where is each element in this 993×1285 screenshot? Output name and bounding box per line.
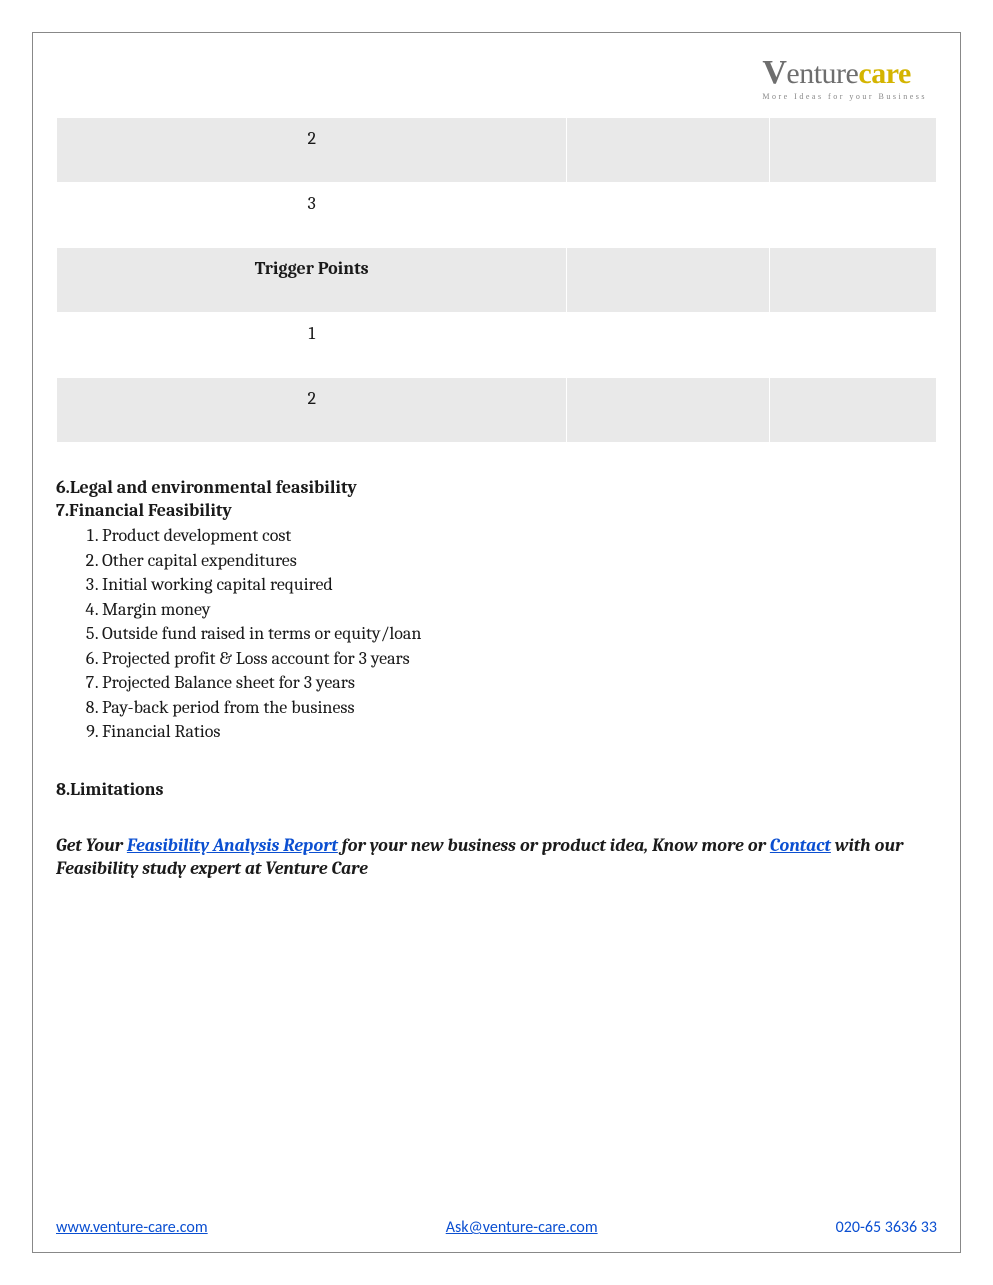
- table-cell-label: Trigger Points: [57, 248, 567, 313]
- brand-tagline: More Ideas for your Business: [762, 92, 927, 101]
- list-item: Margin money: [102, 598, 937, 623]
- brand-end: care: [858, 57, 910, 90]
- list-item: Outside fund raised in terms or equity/l…: [102, 622, 937, 647]
- list-item: Financial Ratios: [102, 720, 937, 745]
- financial-list: Product development costOther capital ex…: [56, 524, 937, 745]
- page-content: Venturecare More Ideas for your Business…: [32, 32, 961, 1253]
- brand-letter-v: V: [762, 54, 786, 91]
- list-item: Other capital expenditures: [102, 549, 937, 574]
- table-row: 2: [57, 118, 937, 183]
- table-cell: [567, 248, 769, 313]
- list-item: Pay-back period from the business: [102, 696, 937, 721]
- table-row: Trigger Points: [57, 248, 937, 313]
- section-6-heading: 6.Legal and environmental feasibility: [56, 477, 937, 500]
- section-7-heading: 7.Financial Feasibility: [56, 500, 937, 523]
- sections-block: 6.Legal and environmental feasibility 7.…: [56, 477, 937, 880]
- list-item: Initial working capital required: [102, 573, 937, 598]
- table-cell: [567, 183, 769, 248]
- table-cell: [769, 248, 936, 313]
- footer-phone: 020-65 3636 33: [836, 1218, 937, 1237]
- table-body: 23Trigger Points12: [57, 118, 937, 443]
- table-row: 2: [57, 378, 937, 443]
- table-cell-label: 2: [57, 118, 567, 183]
- brand-mid: enture: [786, 57, 858, 90]
- contact-link[interactable]: Contact: [770, 835, 831, 856]
- table-cell: [769, 313, 936, 378]
- table-cell: [567, 313, 769, 378]
- table-cell-label: 3: [57, 183, 567, 248]
- trigger-points-table: 23Trigger Points12: [56, 117, 937, 443]
- footer-email-link[interactable]: Ask@venture-care.com: [446, 1218, 598, 1237]
- table-cell: [769, 118, 936, 183]
- cta-mid: for your new business or product idea, K…: [338, 835, 770, 856]
- cta-pre: Get Your: [56, 835, 127, 856]
- logo-container: Venturecare More Ideas for your Business: [56, 56, 937, 103]
- brand-logo: Venturecare More Ideas for your Business: [762, 56, 927, 101]
- section-8-heading: 8.Limitations: [56, 779, 937, 802]
- feasibility-report-link[interactable]: Feasibility Analysis Report: [127, 835, 338, 856]
- table-cell-label: 1: [57, 313, 567, 378]
- list-item: Projected profit & Loss account for 3 ye…: [102, 647, 937, 672]
- table-cell: [567, 378, 769, 443]
- page-footer: www.venture-care.com Ask@venture-care.co…: [56, 1218, 937, 1237]
- table-cell: [769, 183, 936, 248]
- footer-website-link[interactable]: www.venture-care.com: [56, 1218, 208, 1237]
- table-cell-label: 2: [57, 378, 567, 443]
- list-item: Product development cost: [102, 524, 937, 549]
- table-row: 1: [57, 313, 937, 378]
- cta-paragraph: Get Your Feasibility Analysis Report for…: [56, 835, 937, 880]
- table-row: 3: [57, 183, 937, 248]
- table-cell: [769, 378, 936, 443]
- list-item: Projected Balance sheet for 3 years: [102, 671, 937, 696]
- brand-wordmark: Venturecare: [762, 56, 927, 90]
- document-page: Venturecare More Ideas for your Business…: [0, 0, 993, 1285]
- table-cell: [567, 118, 769, 183]
